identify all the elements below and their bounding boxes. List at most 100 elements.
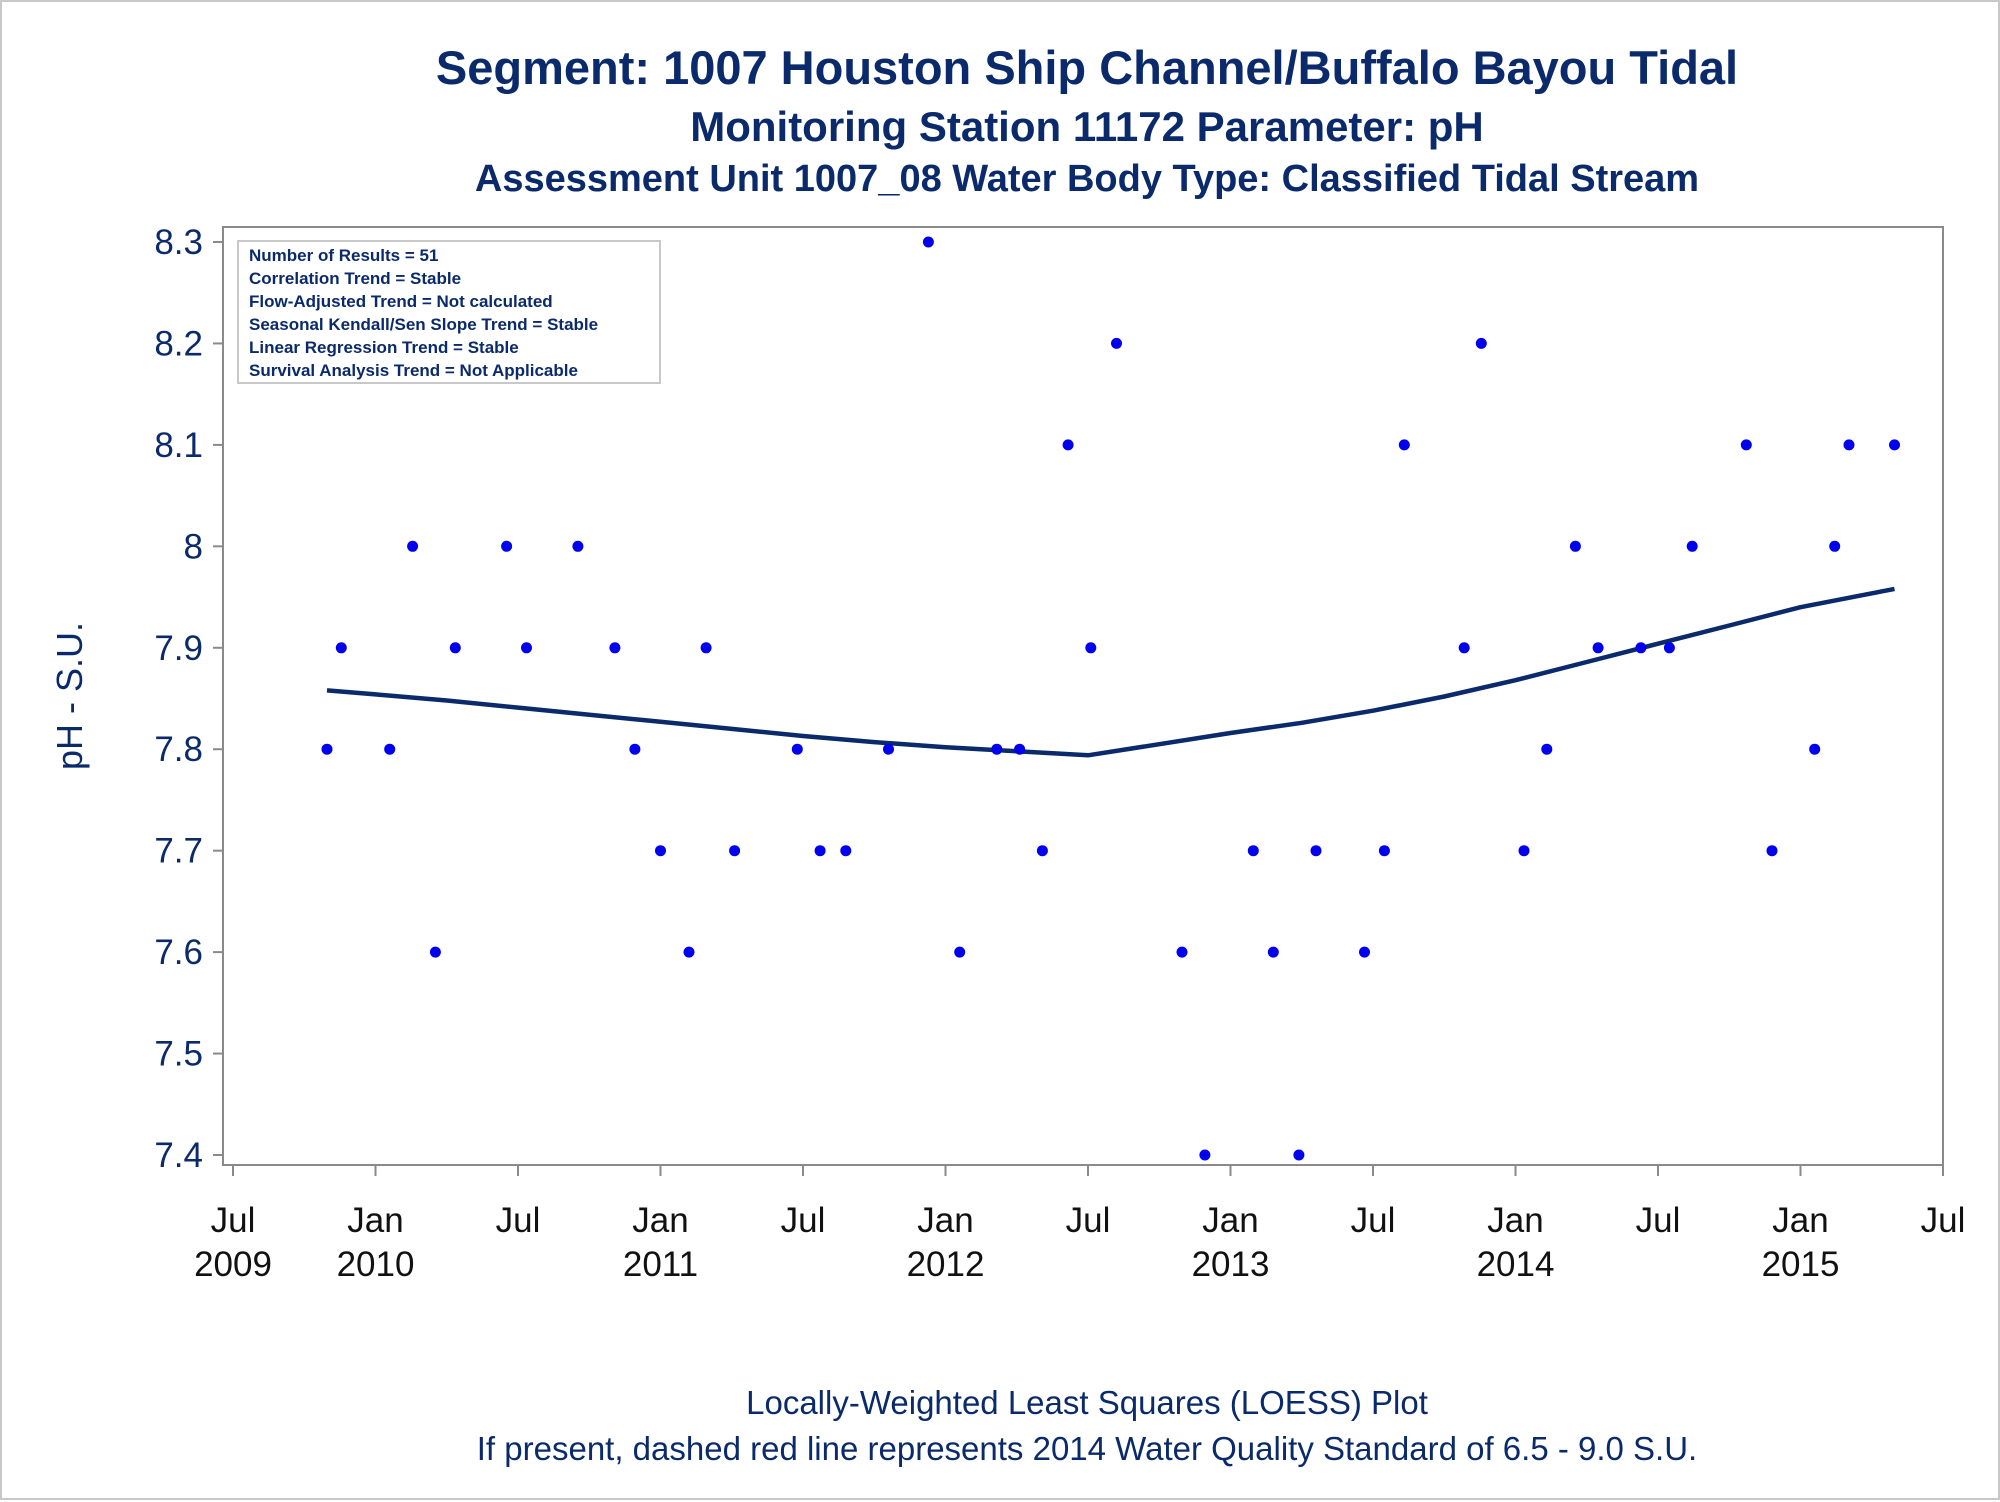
y-tick-label: 7.8 <box>154 730 203 769</box>
data-point <box>1686 540 1698 552</box>
x-axis: Jul 2009 Jan 2010 Jul Jan 2011 Jul Jan 2012 Jul Jan… <box>194 1164 1966 1284</box>
x-tick-label-month: Jan <box>917 1201 973 1240</box>
x-tick-label-month: Jul <box>211 1201 256 1240</box>
info-line-survival: Survival Analysis Trend = Not Applicable <box>249 361 578 380</box>
x-tick-label-month: Jan <box>632 1201 688 1240</box>
x-tick-label-month: Jul <box>1066 1201 1111 1240</box>
data-point <box>449 642 461 654</box>
data-point <box>1014 743 1026 755</box>
x-tick-label-month: Jan <box>347 1201 403 1240</box>
x-tick-label-month: Jul <box>1921 1201 1966 1240</box>
data-point <box>1829 540 1841 552</box>
y-tick-label: 7.4 <box>154 1136 203 1175</box>
data-point <box>991 743 1003 755</box>
data-point <box>1310 845 1322 857</box>
info-box: Number of Results = 51 Correlation Trend… <box>237 240 661 384</box>
x-tick-label-month: Jan <box>1772 1201 1828 1240</box>
y-tick-label: 8.2 <box>154 324 203 363</box>
data-point <box>335 642 347 654</box>
data-point <box>1889 439 1900 451</box>
data-point <box>1740 439 1752 451</box>
data-point <box>1541 743 1553 755</box>
x-tick-label-year: 2015 <box>1762 1245 1840 1284</box>
data-point <box>1111 337 1122 349</box>
data-point <box>814 845 826 857</box>
data-point <box>321 743 333 755</box>
data-point <box>1085 642 1097 654</box>
data-point <box>572 540 584 552</box>
x-tick-label-month: Jan <box>1487 1201 1543 1240</box>
data-point <box>791 743 803 755</box>
data-point <box>1592 642 1604 654</box>
data-point <box>1569 540 1581 552</box>
data-point <box>655 845 666 857</box>
points-layer <box>321 236 1900 1161</box>
x-tick-label-month: Jul <box>1636 1201 1681 1240</box>
data-point <box>1518 845 1530 857</box>
data-point <box>1293 1149 1305 1161</box>
data-point <box>1247 845 1259 857</box>
x-tick-label-month: Jul <box>1351 1201 1396 1240</box>
data-point <box>501 540 513 552</box>
x-tick-label-year: 2010 <box>337 1245 415 1284</box>
data-point <box>521 642 532 654</box>
x-tick-label-year: 2012 <box>907 1245 985 1284</box>
loess-layer <box>326 586 1895 758</box>
data-point <box>1176 946 1188 958</box>
data-point <box>384 743 396 755</box>
y-axis: 7.4 7.5 7.6 7.7 7.8 7.9 8 8.1 8.2 8.3 <box>154 223 223 1175</box>
data-point <box>407 540 419 552</box>
data-point <box>1766 845 1778 857</box>
chart-subtitle-station: Monitoring Station 11172 Parameter: pH <box>690 103 1484 150</box>
info-line-seasonal-kendall: Seasonal Kendall/Sen Slope Trend = Stabl… <box>249 315 598 334</box>
info-line-flow-adjusted: Flow-Adjusted Trend = Not calculated <box>249 292 553 311</box>
data-point <box>1843 439 1855 451</box>
data-point <box>1036 845 1048 857</box>
y-tick-label: 7.5 <box>154 1035 203 1074</box>
data-point <box>609 642 621 654</box>
info-line-linear-regression: Linear Regression Trend = Stable <box>249 338 519 357</box>
data-point <box>1199 1149 1211 1161</box>
chart-title: Segment: 1007 Houston Ship Channel/Buffa… <box>435 41 1739 94</box>
data-point <box>1635 642 1647 654</box>
data-point <box>700 642 712 654</box>
y-tick-label: 7.6 <box>154 933 203 972</box>
y-tick-label: 7.7 <box>154 832 203 871</box>
x-tick-label-month: Jul <box>496 1201 541 1240</box>
data-point <box>954 946 966 958</box>
y-tick-label: 8 <box>184 527 203 566</box>
footnote-standard: If present, dashed red line represents 2… <box>476 1430 1698 1467</box>
y-tick-label: 8.1 <box>154 426 203 465</box>
data-point <box>1475 337 1487 349</box>
info-line-results: Number of Results = 51 <box>249 246 438 265</box>
info-line-correlation: Correlation Trend = Stable <box>249 269 461 288</box>
data-point <box>883 743 894 755</box>
data-point <box>1378 845 1390 857</box>
y-tick-label: 8.3 <box>154 223 203 262</box>
x-tick-label-year: 2013 <box>1192 1245 1270 1284</box>
data-point <box>683 946 695 958</box>
data-point <box>1267 946 1279 958</box>
footnote-plot-type: Locally-Weighted Least Squares (LOESS) P… <box>746 1384 1428 1421</box>
x-tick-label-month: Jan <box>1202 1201 1258 1240</box>
data-point <box>922 236 934 248</box>
x-tick-label-year: 2011 <box>623 1245 698 1284</box>
data-point <box>629 743 641 755</box>
info-box-frame <box>237 240 661 384</box>
x-tick-label-year: 2014 <box>1477 1245 1555 1284</box>
x-tick-label-month: Jul <box>781 1201 826 1240</box>
data-point <box>1809 743 1821 755</box>
data-point <box>1663 642 1675 654</box>
data-point <box>729 845 741 857</box>
data-point <box>1398 439 1410 451</box>
data-point <box>1062 439 1074 451</box>
data-point <box>1359 946 1370 958</box>
chart-subtitle-assessment: Assessment Unit 1007_08 Water Body Type:… <box>474 158 1700 200</box>
data-point <box>429 946 441 958</box>
y-tick-label: 7.9 <box>154 629 203 668</box>
data-point <box>1458 642 1470 654</box>
data-point <box>840 845 852 857</box>
loess-line <box>326 586 1895 758</box>
